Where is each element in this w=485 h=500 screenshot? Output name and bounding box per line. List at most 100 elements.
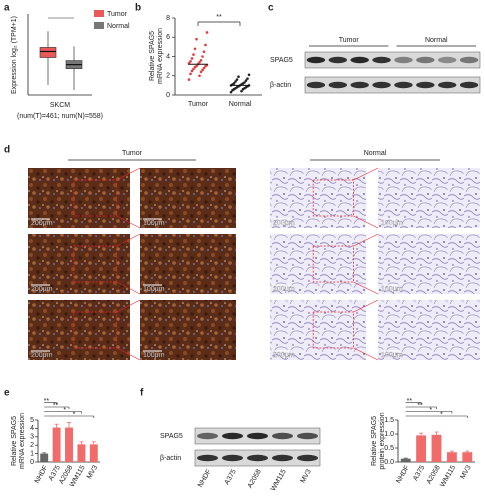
point — [195, 37, 198, 41]
point — [246, 77, 249, 80]
blot-band — [247, 454, 268, 462]
significance: * — [73, 411, 76, 418]
y-tick-label: 4 — [166, 53, 170, 60]
point — [229, 90, 233, 94]
scale-label: 200μm — [273, 352, 295, 359]
y-axis-label: mRNA expression — [19, 413, 26, 469]
blot-band — [306, 81, 326, 89]
blot-row-label: SPAG5 — [160, 433, 183, 440]
point — [187, 78, 191, 81]
zoom-connector — [116, 281, 141, 295]
group-label: Tumor — [339, 37, 360, 44]
point — [234, 80, 237, 83]
zoom-box — [73, 179, 118, 217]
point — [189, 72, 192, 76]
y-tick-label: 1.5 — [384, 417, 394, 424]
blot-band — [372, 56, 391, 64]
zoom-box — [73, 311, 118, 349]
bar — [89, 444, 98, 462]
bar — [400, 458, 411, 462]
x-tick-label: MV3 — [86, 464, 99, 480]
legend-label: Tumor — [107, 11, 128, 18]
panel-label: a — [4, 3, 10, 14]
y-tick-label: 6 — [166, 34, 170, 41]
lane-label: A2058 — [247, 468, 263, 489]
point — [192, 53, 195, 56]
significance: ** — [53, 402, 59, 409]
zoom-connector — [353, 167, 379, 181]
point — [205, 31, 209, 34]
point — [199, 70, 203, 74]
significance: ** — [44, 398, 50, 405]
point — [192, 67, 195, 71]
micrograph — [270, 300, 366, 360]
x-tick-label: Tumor — [188, 101, 209, 108]
y-tick-label: 1.0 — [384, 431, 394, 438]
scale-label: 200μm — [273, 286, 295, 293]
point — [198, 74, 201, 78]
blot-band — [350, 81, 369, 89]
x-axis-label: SKCM — [50, 102, 70, 109]
x-tick-label: MV3 — [459, 464, 472, 480]
scale-label: 200μm — [31, 286, 53, 293]
bar — [446, 452, 457, 462]
significance: * — [440, 411, 443, 418]
blot-strip — [304, 76, 481, 94]
blot-band — [438, 56, 457, 64]
bar — [416, 435, 427, 462]
scale-label: 100μm — [381, 352, 403, 359]
blot-band — [297, 432, 318, 440]
point — [202, 50, 206, 53]
y-tick-label: 2 — [30, 442, 34, 449]
panel-label: c — [268, 3, 274, 14]
point — [240, 89, 243, 93]
y-tick-label: 0 — [30, 459, 34, 466]
point — [247, 73, 251, 77]
x-tick-label: NHDF — [395, 464, 411, 484]
box — [39, 47, 57, 58]
legend-label: Normal — [107, 23, 130, 30]
bar — [431, 434, 442, 462]
micrograph — [378, 234, 480, 294]
point — [189, 60, 192, 63]
blot-band — [197, 432, 218, 440]
blot-band — [394, 56, 413, 64]
scale-label: 100μm — [143, 286, 165, 293]
x-tick-label: A2058 — [426, 464, 442, 485]
micrograph — [28, 300, 130, 360]
zoom-box — [73, 245, 118, 283]
blot-band — [247, 432, 268, 440]
blot-band — [306, 56, 326, 64]
zoom-box — [312, 311, 354, 349]
bar — [52, 427, 61, 462]
significance: ** — [417, 402, 423, 409]
blot-band — [350, 56, 369, 64]
point — [232, 82, 236, 85]
significance: ** — [216, 14, 222, 21]
panel-label: f — [140, 388, 144, 399]
point — [201, 55, 204, 58]
y-axis-label: protein expression — [379, 412, 386, 469]
panel-label: e — [4, 388, 10, 399]
group-label: Normal — [364, 150, 387, 157]
x-tick-label: A375 — [412, 464, 426, 482]
legend-swatch — [94, 10, 104, 17]
zoom-connector — [353, 299, 379, 313]
blot-band — [272, 432, 293, 440]
scale-label: 100μm — [381, 286, 403, 293]
blot-band — [459, 56, 479, 64]
micrograph — [28, 168, 130, 228]
bar — [462, 452, 473, 462]
zoom-connector — [353, 281, 379, 295]
blot-band — [328, 81, 347, 89]
blot-band — [416, 56, 435, 64]
lane-label: NHDF — [197, 468, 213, 488]
scale-label: 200μm — [31, 220, 53, 227]
lane-label: WM115 — [270, 468, 288, 492]
blot-band — [372, 81, 391, 89]
y-tick-label: 0 — [166, 92, 170, 99]
blot-band — [459, 81, 479, 89]
point — [193, 47, 197, 51]
note: (num(T)=461; num(N)=558) — [17, 113, 103, 120]
